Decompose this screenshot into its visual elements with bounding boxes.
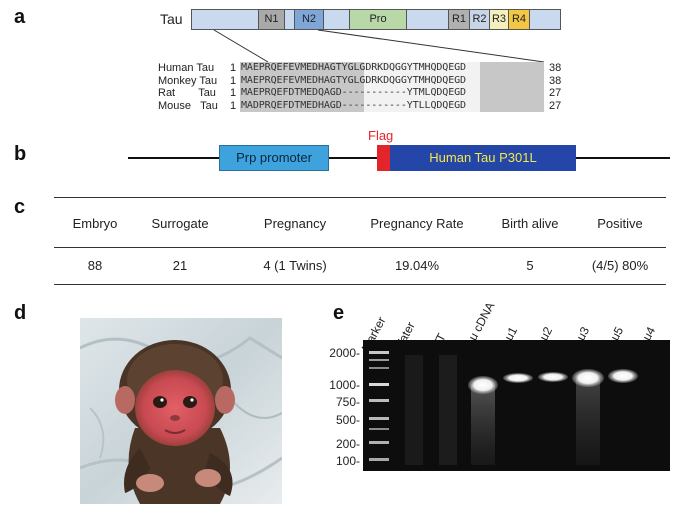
panel-letter-c: c xyxy=(14,196,26,218)
domain-pro: Pro xyxy=(349,10,407,29)
agarose-gel-image xyxy=(363,340,670,471)
panel-letter-e: e xyxy=(333,302,345,324)
domain-r4: R4 xyxy=(508,10,530,29)
seq-rat: MAEPRQEFDTMEDQAGD-----------YTMLQDQEGD xyxy=(241,87,466,98)
species-human: Human Tau xyxy=(158,62,215,74)
alignment-species: Human Tau Monkey Tau Rat Tau Mouse Tau xyxy=(158,62,218,112)
prp-promoter-box: Prp promoter xyxy=(219,145,329,171)
seq-mouse: MADPRQEFDTMEDHAGD-----------YTLLQDQEGD xyxy=(241,99,466,111)
header-embryo: Embryo xyxy=(72,216,118,231)
marker-ladder-bands xyxy=(369,351,389,461)
domain-n1: N1 xyxy=(258,10,285,29)
domain-r2: R2 xyxy=(469,10,489,29)
species-monkey: Monkey Tau xyxy=(158,74,218,87)
sequence-alignment: MAEPRQEFEVMEDHAGTYGLGDRKDQGGYTMHQDQEGD M… xyxy=(240,62,544,112)
flag-tag-box xyxy=(377,145,390,171)
header-pregnancy: Pregnancy xyxy=(263,216,327,231)
value-pregnancy-rate: 19.04% xyxy=(394,258,440,273)
tau-domain-bar: N1 N2 Pro R1 R2 R3 R4 xyxy=(191,9,561,30)
header-birth-alive: Birth alive xyxy=(501,216,559,231)
domain-r3: R3 xyxy=(489,10,508,29)
table-mid-rule xyxy=(54,247,666,248)
alignment-start: 1 1 1 1 xyxy=(230,62,237,112)
tau-protein-label: Tau xyxy=(160,11,183,27)
panel-letter-a: a xyxy=(14,6,26,28)
ladder-200: 200- xyxy=(335,437,360,451)
seq-human: MAEPRQEFEVMEDHAGTYGLGDRKDQGGYTMHQDQEGD xyxy=(241,62,466,73)
header-pregnancy-rate: Pregnancy Rate xyxy=(370,216,464,231)
value-surrogate: 21 xyxy=(172,258,188,273)
value-positive: (4/5) 80% xyxy=(591,258,649,273)
value-embryo: 88 xyxy=(87,258,103,273)
ladder-2000: 2000- xyxy=(329,346,360,360)
table-bottom-rule xyxy=(54,284,666,285)
species-rat: Rat Tau xyxy=(158,87,216,99)
flag-label: Flag xyxy=(368,128,394,143)
header-positive: Positive xyxy=(597,216,643,231)
panel-letter-d: d xyxy=(14,302,27,324)
value-pregnancy: 4 (1 Twins) xyxy=(263,258,327,273)
infant-monkey-photo xyxy=(80,318,282,504)
value-birth-alive: 5 xyxy=(526,258,534,273)
domain-r1: R1 xyxy=(448,10,469,29)
ladder-100: 100- xyxy=(335,454,360,468)
species-mouse: Mouse Tau xyxy=(158,99,218,112)
domain-n2: N2 xyxy=(294,10,324,29)
seq-monkey: MAEPRQEFEVMEDHAGTYGLGDRKDQGGYTMHQDQEGD xyxy=(241,74,466,86)
alignment-end: 38 38 27 27 xyxy=(549,62,562,112)
human-tau-p301l-box: Human Tau P301L xyxy=(390,145,576,171)
zoom-lines xyxy=(213,29,545,63)
ladder-750: 750- xyxy=(335,395,360,409)
ladder-1000: 1000- xyxy=(329,378,360,392)
table-top-rule xyxy=(54,197,666,198)
panel-letter-b: b xyxy=(14,143,27,165)
ladder-500: 500- xyxy=(335,413,360,427)
header-surrogate: Surrogate xyxy=(151,216,209,231)
